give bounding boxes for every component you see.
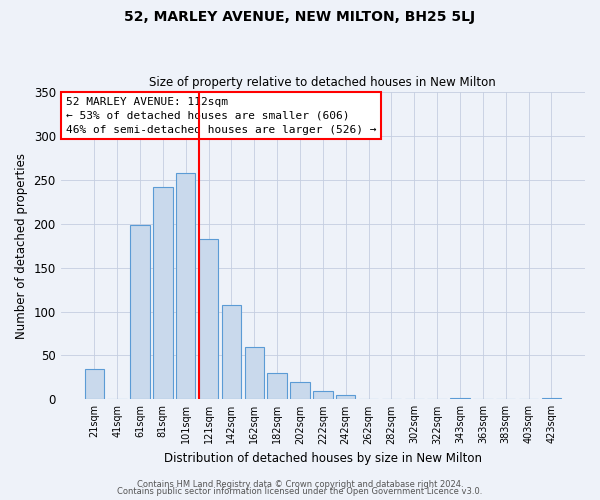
Bar	[221, 306, 241, 400]
Text: 52, MARLEY AVENUE, NEW MILTON, BH25 5LJ: 52, MARLEY AVENUE, NEW MILTON, BH25 5LJ	[124, 10, 476, 24]
Text: 52 MARLEY AVENUE: 112sqm
← 53% of detached houses are smaller (606)
46% of semi-: 52 MARLEY AVENUE: 112sqm ← 53% of detach…	[66, 96, 376, 134]
Title: Size of property relative to detached houses in New Milton: Size of property relative to detached ho…	[149, 76, 496, 90]
Text: Contains HM Land Registry data © Crown copyright and database right 2024.: Contains HM Land Registry data © Crown c…	[137, 480, 463, 489]
Bar	[176, 173, 196, 400]
Bar	[268, 373, 287, 400]
Y-axis label: Number of detached properties: Number of detached properties	[15, 152, 28, 338]
Bar	[336, 395, 355, 400]
Text: Contains public sector information licensed under the Open Government Licence v3: Contains public sector information licen…	[118, 487, 482, 496]
Bar	[542, 398, 561, 400]
X-axis label: Distribution of detached houses by size in New Milton: Distribution of detached houses by size …	[164, 452, 482, 465]
Bar	[450, 398, 470, 400]
Bar	[313, 390, 332, 400]
Bar	[153, 187, 173, 400]
Bar	[85, 370, 104, 400]
Bar	[245, 346, 264, 400]
Bar	[199, 238, 218, 400]
Bar	[290, 382, 310, 400]
Bar	[130, 224, 149, 400]
